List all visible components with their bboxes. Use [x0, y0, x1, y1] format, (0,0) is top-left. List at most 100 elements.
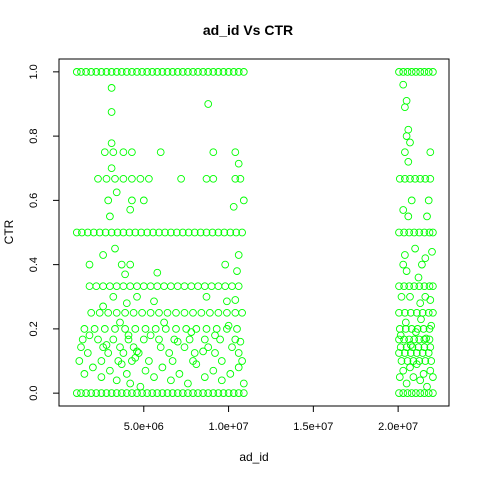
data-point — [106, 282, 114, 291]
data-point — [133, 347, 141, 356]
data-point — [396, 343, 405, 352]
data-point — [178, 228, 187, 237]
data-point — [429, 373, 437, 381]
data-point — [196, 228, 205, 237]
data-point — [208, 228, 217, 237]
data-point — [102, 68, 111, 76]
data-point — [202, 292, 211, 301]
data-point — [416, 389, 425, 397]
data-point — [190, 349, 199, 357]
data-point — [207, 282, 216, 291]
data-point — [92, 282, 101, 291]
data-point — [168, 389, 177, 397]
data-point — [395, 335, 403, 344]
data-point — [419, 325, 428, 333]
data-point — [107, 68, 116, 76]
data-point — [411, 174, 419, 183]
data-point — [178, 68, 187, 76]
data-point — [234, 389, 243, 397]
data-point — [224, 321, 233, 330]
data-point — [161, 228, 169, 237]
data-point — [417, 315, 425, 324]
data-point — [156, 343, 165, 352]
data-point — [231, 335, 240, 344]
data-point — [182, 325, 191, 333]
data-point — [95, 308, 104, 317]
x-tick-label: 2.0e+07 — [378, 421, 418, 433]
data-point — [104, 308, 113, 317]
data-point — [209, 366, 218, 375]
data-point — [416, 299, 425, 308]
data-point — [117, 68, 126, 76]
data-point — [424, 68, 433, 76]
data-point — [404, 125, 413, 134]
data-point — [83, 349, 92, 357]
data-point — [199, 389, 207, 397]
y-tick-label: 0.0 — [28, 385, 40, 400]
data-point — [421, 292, 430, 301]
data-point — [425, 335, 434, 344]
data-point — [189, 389, 197, 397]
data-point — [112, 308, 121, 317]
data-point — [214, 389, 223, 397]
data-point — [150, 297, 158, 306]
data-point — [163, 68, 172, 76]
data-point — [138, 308, 146, 317]
data-point — [421, 254, 430, 263]
data-point — [121, 308, 129, 317]
data-point — [192, 325, 201, 333]
data-point — [172, 325, 180, 333]
data-point — [414, 343, 423, 352]
y-tick-label: 0.2 — [28, 321, 40, 336]
data-point — [402, 343, 411, 352]
data-point — [407, 196, 416, 205]
data-point — [416, 68, 425, 76]
data-point — [200, 335, 209, 344]
data-point — [165, 349, 174, 357]
data-point — [426, 174, 435, 183]
data-point — [107, 108, 116, 116]
data-point — [420, 389, 429, 397]
data-point — [401, 349, 409, 357]
data-point — [236, 174, 245, 183]
data-point — [128, 389, 136, 397]
data-point — [139, 196, 148, 205]
data-point — [80, 370, 89, 378]
data-point — [406, 308, 415, 317]
data-point — [228, 282, 236, 291]
data-point — [94, 335, 102, 344]
data-point — [197, 308, 206, 317]
data-point — [233, 267, 241, 275]
data-point — [406, 292, 414, 301]
data-point — [133, 282, 141, 291]
data-point — [184, 379, 192, 388]
data-point — [102, 389, 111, 397]
data-point — [238, 357, 246, 365]
data-point — [239, 379, 248, 388]
data-point — [189, 68, 197, 76]
data-point — [121, 270, 129, 279]
data-point — [204, 100, 213, 108]
data-point — [202, 325, 211, 333]
data-point — [429, 389, 437, 397]
data-point — [116, 343, 124, 352]
data-point — [184, 228, 193, 237]
data-point — [128, 196, 136, 205]
data-point — [119, 174, 128, 183]
data-point — [420, 68, 429, 76]
data-point — [202, 174, 211, 183]
data-point — [125, 228, 134, 237]
data-point — [173, 389, 182, 397]
data-point — [101, 228, 110, 237]
data-point — [190, 228, 199, 237]
data-point — [92, 389, 101, 397]
data-point — [424, 308, 433, 317]
data-points — [72, 68, 437, 397]
data-point — [189, 308, 197, 317]
data-point — [173, 68, 182, 76]
y-tick-label: 0.6 — [28, 193, 40, 208]
data-point — [229, 68, 238, 76]
data-point — [229, 202, 238, 211]
data-point — [104, 349, 113, 357]
data-point — [425, 228, 434, 237]
